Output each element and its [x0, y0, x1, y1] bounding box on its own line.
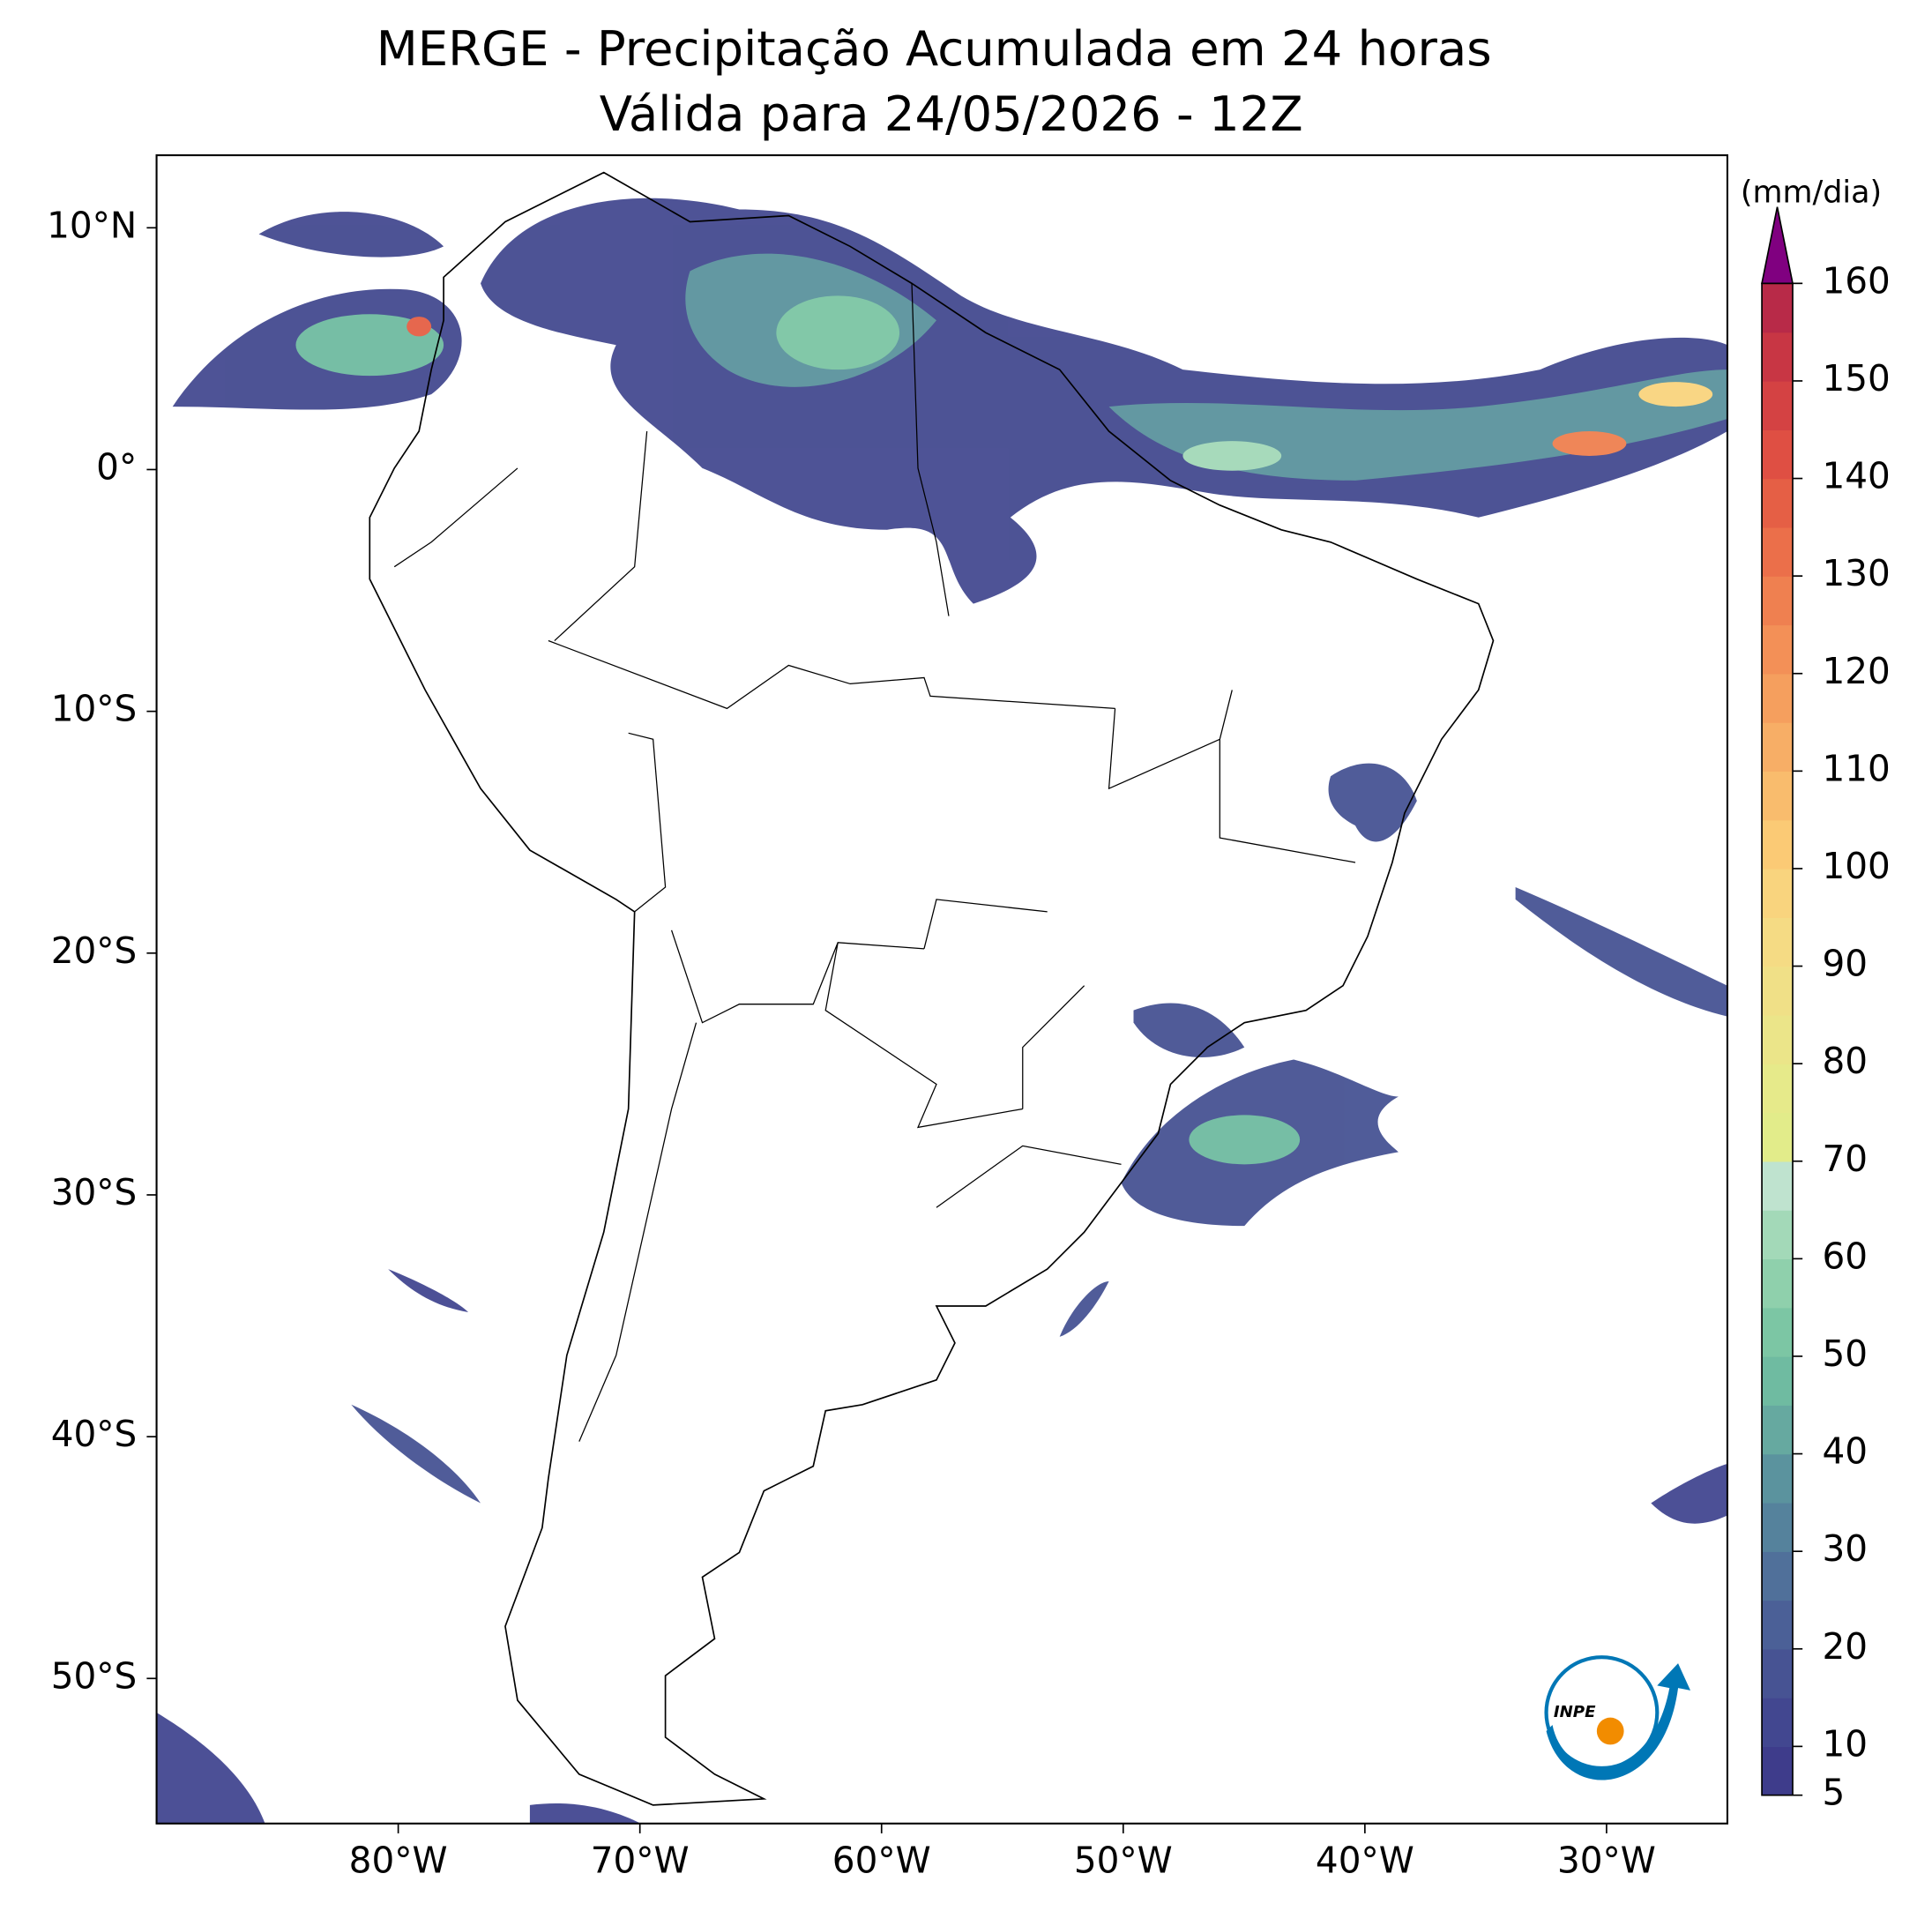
colorbar-band [1762, 478, 1793, 528]
y-tick-label: 20°S [51, 929, 137, 972]
colorbar-band [1762, 1453, 1793, 1504]
precip [1328, 763, 1417, 842]
subtitle: Válida para 24/05/2026 - 12Z [600, 86, 1303, 142]
precip [1552, 431, 1627, 456]
colorbar-band [1762, 966, 1793, 1016]
precip [295, 314, 444, 377]
colorbar-band [1762, 819, 1793, 870]
colorbar-tick-label: 100 [1823, 845, 1891, 887]
colorbar-tick-label: 120 [1823, 650, 1891, 692]
colorbar-tick-label: 160 [1823, 259, 1891, 302]
precip [156, 1713, 265, 1824]
colorbar-tick-label: 140 [1823, 455, 1891, 497]
colorbar-band [1762, 576, 1793, 626]
colorbar-frame [1761, 282, 1794, 1796]
colorbar-tick-label: 50 [1823, 1332, 1869, 1375]
colorbar-band [1762, 1746, 1793, 1796]
colorbar-band [1762, 624, 1793, 675]
colorbar-band [1762, 1698, 1793, 1748]
colorbar-band [1762, 380, 1793, 430]
precip [1515, 886, 1727, 1017]
colorbar-band [1762, 917, 1793, 967]
colorbar-band [1762, 868, 1793, 918]
colorbar-band [1762, 1551, 1793, 1601]
colorbar-tick-label: 90 [1823, 943, 1869, 985]
colorbar-tick-label: 70 [1823, 1138, 1869, 1180]
precip-areas [156, 198, 1727, 1824]
colorbar-band [1762, 1648, 1793, 1698]
colorbar-band [1762, 1600, 1793, 1650]
precip [258, 212, 444, 258]
colorbar-label: (mm/dia) [1741, 175, 1882, 210]
precip [1182, 441, 1282, 471]
colorbar-tick-label: 5 [1823, 1772, 1846, 1814]
y-tick-label: 0° [96, 445, 137, 488]
y-tick-label: 30°S [51, 1171, 137, 1213]
colorbar-band [1762, 1210, 1793, 1260]
precip [351, 1404, 481, 1504]
colorbar-tick-label: 20 [1823, 1625, 1869, 1668]
y-tick-label: 50°S [51, 1654, 137, 1697]
precip [1638, 382, 1713, 407]
precip [1189, 1115, 1301, 1165]
colorbar-extend [1761, 206, 1794, 285]
colorbar-band [1762, 1502, 1793, 1552]
x-tick-label: 30°W [1557, 1840, 1656, 1882]
colorbar-band [1762, 1064, 1793, 1114]
colorbar-band [1762, 722, 1793, 773]
x-tick-label: 70°W [591, 1840, 690, 1882]
colorbar-tick-label: 10 [1823, 1722, 1869, 1765]
map-area: INPE [155, 153, 1728, 1825]
logo-text: INPE [1554, 1703, 1596, 1721]
colorbar-tick-label: 60 [1823, 1235, 1869, 1277]
colorbar-tick-label: 110 [1823, 747, 1891, 789]
colorbar-tick-label: 40 [1823, 1430, 1869, 1473]
precip [407, 317, 432, 337]
colorbar-band [1762, 1258, 1793, 1309]
colorbar-tick-label: 130 [1823, 552, 1891, 594]
x-tick-label: 40°W [1316, 1840, 1414, 1882]
precip [388, 1269, 469, 1312]
colorbar: 5 10 20 30 40 50 60 70 80 90 100 110 120 130 140 150 160 [1761, 206, 1891, 1814]
colorbar-band [1762, 526, 1793, 577]
x-tick-label: 50°W [1074, 1840, 1173, 1882]
borders [393, 283, 1356, 1442]
colorbar-band [1762, 1307, 1793, 1357]
y-tick-label: 10°N [47, 204, 137, 246]
axes: 80°W 70°W 60°W 50°W 40°W 30°W 10°N 0° 10°S 20°S 30… [47, 204, 1656, 1881]
colorbar-tick-label: 30 [1823, 1527, 1869, 1570]
map-frame [155, 153, 1728, 1825]
colorbar-band [1762, 1355, 1793, 1406]
precip [1651, 1463, 1727, 1524]
inpe-logo: INPE [1544, 1655, 1691, 1780]
colorbar-band [1762, 1014, 1793, 1064]
x-tick-label: 60°W [832, 1840, 931, 1882]
colorbar-band [1762, 771, 1793, 821]
colorbar-band [1762, 1161, 1793, 1211]
logo-arrow [1546, 1663, 1691, 1780]
precip [1133, 1003, 1245, 1058]
coastline [369, 171, 1495, 1806]
colorbar-band [1762, 332, 1793, 382]
precip [1059, 1281, 1109, 1337]
colorbar-band [1762, 1405, 1793, 1455]
precip [529, 1803, 641, 1824]
colorbar-band [1762, 1112, 1793, 1162]
title: MERGE - Precipitação Acumulada em 24 hor… [377, 20, 1492, 77]
x-tick-label: 80°W [349, 1840, 448, 1882]
logo-dot [1596, 1717, 1624, 1745]
y-tick-label: 10°S [51, 688, 137, 730]
colorbar-band [1762, 283, 1793, 333]
y-tick-label: 40°S [51, 1413, 137, 1455]
colorbar-tick-label: 80 [1823, 1040, 1869, 1082]
colorbar-band [1762, 429, 1793, 480]
colorbar-band [1762, 673, 1793, 723]
colorbar-tick-label: 150 [1823, 357, 1891, 399]
precip [776, 295, 900, 370]
